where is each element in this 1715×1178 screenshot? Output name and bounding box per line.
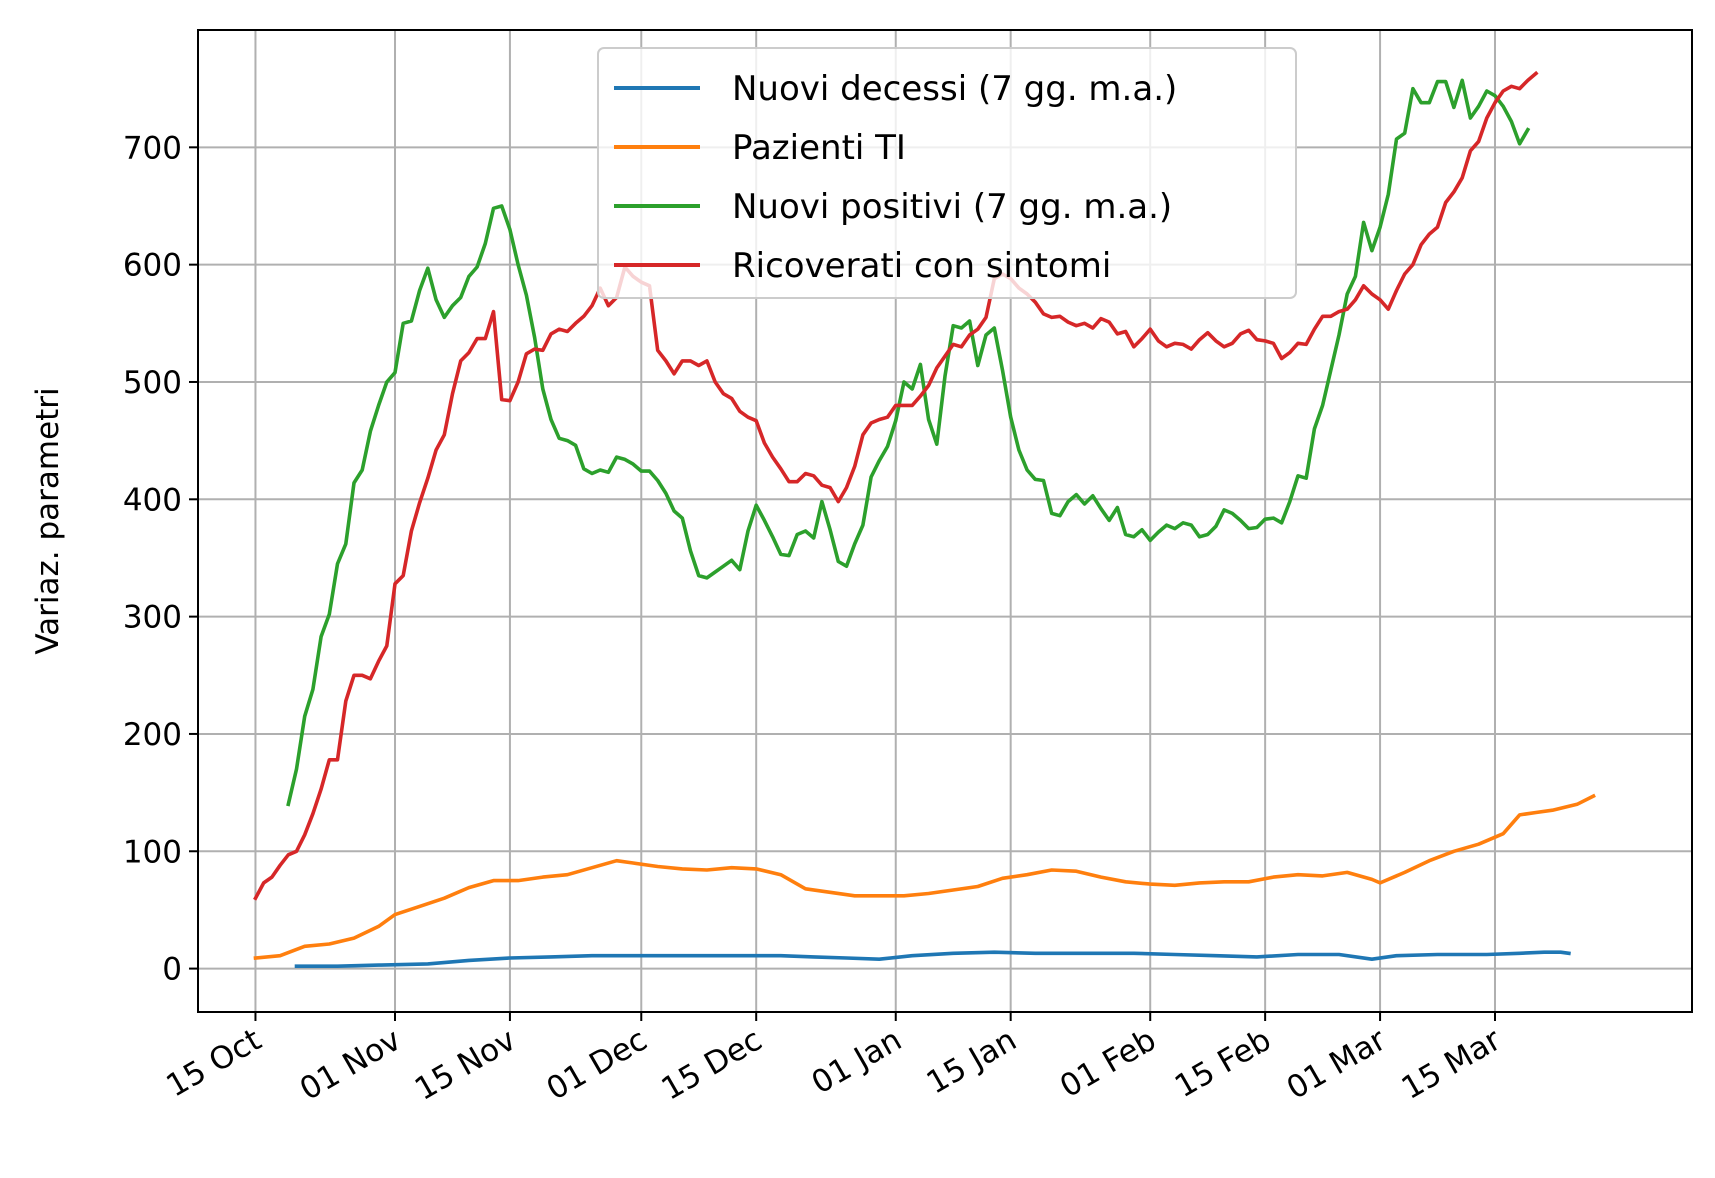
y-tick-label: 100 [123, 834, 182, 870]
y-axis: 0 100 200 300 400 500 600 700 [123, 130, 198, 988]
y-tick-label: 600 [123, 248, 182, 284]
y-tick-label: 700 [123, 130, 182, 166]
y-tick-label: 500 [123, 365, 182, 401]
y-axis-label: Variaz. parametri [30, 387, 66, 654]
y-tick-label: 400 [123, 482, 182, 518]
legend: Nuovi decessi (7 gg. m.a.) Pazienti TI Nuo… [597, 47, 1297, 299]
series-line-1 [294, 950, 1571, 968]
legend-label: Nuovi positivi (7 gg. m.a.) [732, 187, 1172, 227]
y-tick-label: 300 [123, 600, 182, 636]
y-tick-label: 0 [162, 952, 182, 988]
series-line-2 [253, 793, 1596, 960]
y-tick-label: 200 [123, 717, 182, 753]
series-line-3 [286, 78, 1531, 807]
series-line-4 [253, 70, 1539, 901]
legend-label: Ricoverati con sintomi [732, 246, 1111, 286]
legend-box [597, 47, 1297, 299]
plot-frame [197, 29, 1693, 1013]
legend-label: Nuovi decessi (7 gg. m.a.) [732, 69, 1177, 109]
legend-label: Pazienti TI [732, 128, 906, 168]
series-layer [253, 70, 1596, 968]
